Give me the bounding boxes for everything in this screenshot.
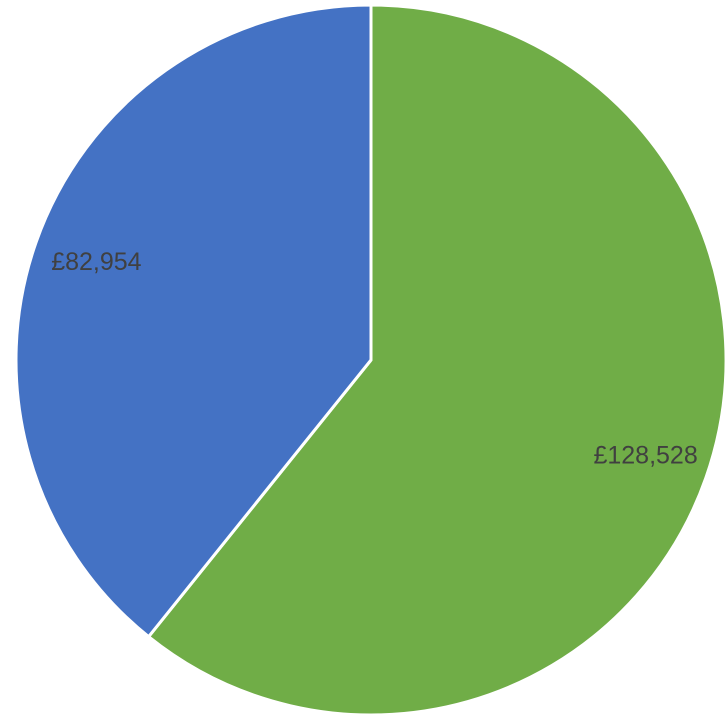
pie-slices xyxy=(14,3,726,715)
data-label-1: £128,528 xyxy=(593,441,697,469)
data-label-2: £82,954 xyxy=(51,248,141,276)
pie-slice-1 xyxy=(147,3,726,715)
pie-data-labels: £128,528 £82,954 xyxy=(51,248,698,469)
pie-slice-2 xyxy=(14,3,373,639)
